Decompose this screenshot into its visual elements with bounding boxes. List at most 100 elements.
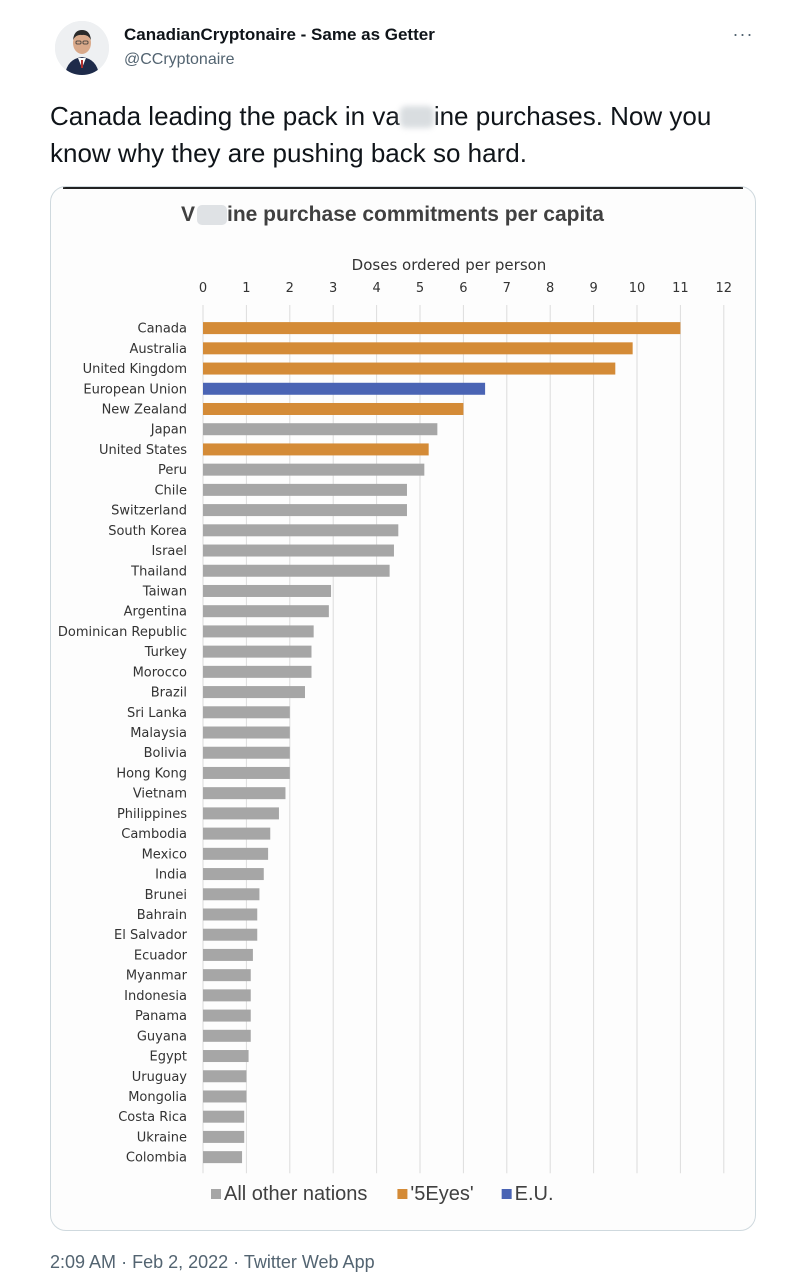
bar	[203, 443, 429, 456]
bar	[203, 1110, 245, 1123]
bar	[203, 726, 290, 739]
x-tick-label: 5	[416, 281, 424, 296]
bar	[203, 1130, 245, 1143]
category-label: Bahrain	[137, 908, 187, 923]
category-label: Indonesia	[124, 989, 187, 1004]
tweet-source[interactable]: Twitter Web App	[243, 1252, 375, 1272]
bar	[203, 342, 633, 355]
legend-swatch	[501, 1189, 512, 1199]
category-label: Costa Rica	[118, 1110, 187, 1125]
category-label: Argentina	[124, 605, 187, 620]
category-label: Egypt	[149, 1050, 187, 1065]
category-label: Philippines	[117, 807, 187, 822]
timestamp-separator: ·	[121, 1252, 128, 1272]
bar	[203, 483, 407, 496]
x-tick-label: 0	[199, 281, 207, 296]
bar	[203, 665, 312, 678]
category-label: Taiwan	[142, 584, 187, 599]
avatar[interactable]	[55, 21, 109, 75]
legend-swatch	[211, 1189, 221, 1199]
x-axis-label: Doses ordered per person	[352, 256, 547, 274]
bar	[203, 1090, 247, 1103]
category-label: Mexico	[142, 847, 187, 862]
x-tick-label: 10	[629, 281, 646, 296]
category-label: Panama	[135, 1009, 187, 1024]
bar	[203, 524, 399, 537]
bar	[203, 322, 681, 335]
more-icon: ···	[732, 24, 754, 44]
x-tick-label: 3	[329, 281, 337, 296]
bar	[203, 1070, 247, 1083]
bar	[203, 504, 407, 517]
category-label: Malaysia	[130, 726, 187, 741]
category-label: Ecuador	[134, 948, 188, 963]
tweet-text-part2: ine purchases. Now you know why they are…	[50, 101, 712, 168]
category-label: South Korea	[108, 524, 187, 539]
tweet-text: Canada leading the pack in va ine purchas…	[50, 98, 750, 172]
category-label: Bolivia	[144, 746, 187, 761]
author-handle[interactable]: @CCryptonaire	[124, 51, 235, 68]
bar	[203, 787, 286, 800]
avatar-image	[55, 21, 109, 75]
bar	[203, 948, 253, 961]
bar	[203, 989, 251, 1002]
category-label: Canada	[138, 322, 187, 337]
more-options-button[interactable]: ···	[728, 22, 758, 46]
x-tick-label: 2	[286, 281, 294, 296]
bar	[203, 706, 290, 719]
legend-label: All other nations	[224, 1183, 367, 1205]
category-label: India	[155, 868, 187, 883]
bar	[203, 625, 314, 638]
legend-label: E.U.	[515, 1183, 554, 1205]
category-label: Colombia	[126, 1151, 187, 1166]
bar	[203, 827, 271, 840]
x-tick-label: 1	[242, 281, 250, 296]
bar	[203, 463, 425, 476]
bar	[203, 1029, 251, 1042]
category-label: Myanmar	[126, 969, 188, 984]
chart-title-censor	[197, 205, 227, 225]
bar	[203, 928, 258, 941]
category-label: Switzerland	[111, 504, 187, 519]
bar	[203, 645, 312, 658]
bar	[203, 382, 486, 395]
tweet-time: 2:09 AM	[50, 1252, 117, 1272]
category-label: Hong Kong	[116, 766, 187, 781]
bar	[203, 746, 290, 759]
bar	[203, 888, 260, 901]
x-tick-label: 11	[672, 281, 689, 296]
x-tick-label: 6	[459, 281, 467, 296]
category-label: Peru	[158, 463, 187, 478]
category-label: Guyana	[137, 1029, 187, 1044]
category-label: Chile	[154, 483, 187, 498]
x-tick-label: 7	[503, 281, 511, 296]
bar	[203, 847, 269, 860]
tweet-timestamp[interactable]: 2:09 AM · Feb 2, 2022 · Twitter Web App	[50, 1252, 375, 1273]
legend-swatch	[397, 1189, 408, 1199]
bar	[203, 807, 279, 820]
category-label: Sri Lanka	[127, 706, 187, 721]
category-label: Mongolia	[128, 1090, 187, 1105]
category-label: Vietnam	[133, 787, 187, 802]
tweet-date: Feb 2, 2022	[132, 1252, 229, 1272]
bar	[203, 584, 332, 597]
category-label: Morocco	[133, 665, 187, 680]
category-label: Dominican Republic	[58, 625, 187, 640]
bar	[203, 362, 616, 375]
x-tick-label: 12	[716, 281, 733, 296]
category-label: Australia	[129, 342, 187, 357]
author-name[interactable]: CanadianCryptonaire - Same as Getter	[124, 25, 435, 44]
bar	[203, 868, 264, 881]
category-label: Israel	[151, 544, 187, 559]
legend-label: '5Eyes'	[410, 1183, 473, 1205]
category-label: Ukraine	[137, 1130, 187, 1145]
tweet-text-part1: Canada leading the pack in va	[50, 101, 400, 131]
category-label: Brunei	[145, 888, 187, 903]
category-label: Japan	[150, 423, 187, 438]
bar	[203, 423, 438, 436]
x-tick-label: 8	[546, 281, 554, 296]
bar	[203, 1050, 249, 1063]
